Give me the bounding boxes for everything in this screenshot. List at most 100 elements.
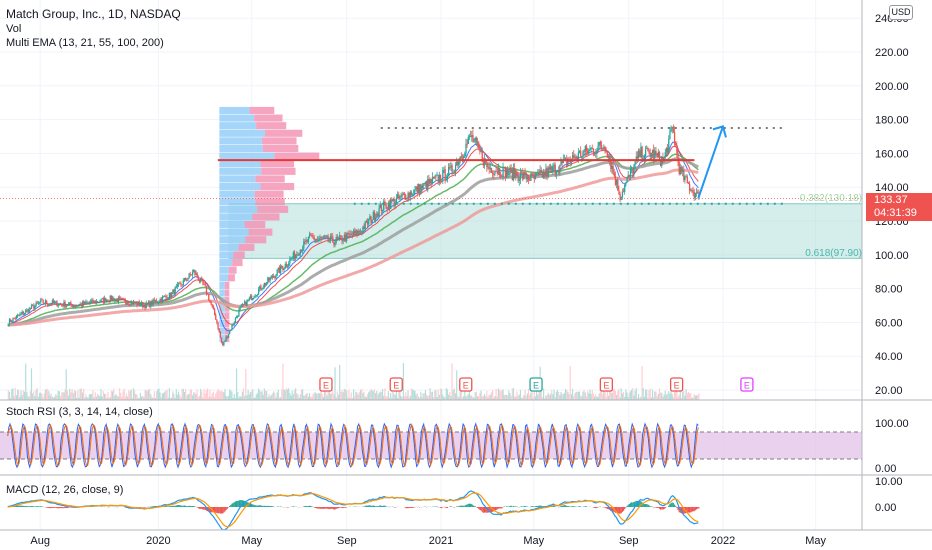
macd-histogram-bar [490,507,493,512]
volume-bar [19,396,21,400]
candle-body [446,176,449,180]
candle-body [98,302,100,304]
candle-body [137,301,139,306]
volume-bar [120,392,122,400]
candle-body [238,309,240,317]
macd-histogram-bar [693,507,695,512]
volume-bar [248,394,250,400]
candle-body [561,161,563,164]
candle-body [481,151,483,162]
candle-body [495,170,497,172]
volume-bar [96,393,99,400]
macd-histogram-bar [624,507,626,510]
macd-histogram-bar [671,502,673,507]
volume-bar [25,363,27,400]
candle-body [507,169,509,175]
candle-body [458,160,460,166]
volume-bar [553,389,555,400]
volume-bar [171,397,173,400]
candle-body [15,315,18,319]
volume-bar [653,397,655,400]
candle-body [694,193,697,198]
volume-bar [381,388,384,400]
volume-bar [401,397,403,400]
volume-profile-down [248,228,273,236]
volume-bar [193,392,195,400]
candle-body [649,152,651,157]
volume-bar [356,392,358,400]
macd-histogram-bar [688,507,691,513]
volume-bar [285,388,287,400]
volume-bar [677,396,679,400]
volume-bar [65,369,67,400]
volume-bar [394,394,396,400]
candle-body [571,155,574,159]
macd-histogram-bar [269,505,271,507]
volume-bar [566,389,568,400]
candle-body [474,137,476,141]
volume-bar [417,396,420,400]
candle-body [650,152,653,157]
macd-histogram-bar [627,504,629,507]
macd-histogram-bar [444,507,446,508]
macd-histogram-bar [305,505,307,507]
candle-body [117,297,120,303]
candle-body [295,254,297,259]
macd-histogram-bar [240,500,242,507]
macd-histogram-bar [56,507,58,509]
volume-bar [348,389,350,400]
macd-histogram-bar [18,505,20,507]
volume-bar [157,389,159,400]
earnings-marker [669,377,684,392]
candle-body [305,240,307,242]
volume-bar [531,390,533,400]
volume-bar [625,389,627,400]
volume-bar [590,393,592,400]
candle-body [153,299,156,302]
candle-body [447,166,450,177]
volume-bar [235,368,238,400]
macd-histogram-bar [668,505,670,507]
volume-bar [319,393,321,400]
candle-body [314,239,317,241]
volume-bar [595,394,597,400]
candle-body [320,237,322,239]
candle-body [121,298,123,299]
candle-body [100,298,102,302]
macd-histogram-bar [41,506,43,507]
volume-bar [502,389,504,400]
volume-bar [166,389,168,400]
volume-bar [136,394,138,400]
volume-bar [129,391,131,400]
volume-bar [110,390,113,400]
candle-body [77,305,79,307]
time-tick-label: Aug [30,535,50,547]
macd-histogram-bar [344,507,347,508]
volume-bar [614,390,617,400]
candle-body [622,191,625,193]
macd-histogram-bar [322,507,325,509]
candle-body [166,297,168,300]
volume-bar [640,396,642,400]
candle-body [111,298,114,301]
currency-badge[interactable]: USD [889,5,913,20]
volume-bar [510,395,512,400]
volume-profile-up [219,129,265,137]
stoch-k-line [7,422,699,470]
macd-histogram-bar [257,505,260,507]
volume-bar [183,391,186,400]
candle-body [21,311,23,314]
macd-histogram-bar [264,505,267,507]
candle-body [202,280,204,285]
candle-body [224,340,226,342]
macd-histogram-bar [246,502,248,507]
candle-body [81,301,84,307]
candle-body [541,172,544,178]
candle-body [437,174,439,183]
candle-body [602,147,604,149]
candle-body [106,300,108,303]
candle-body [176,284,179,287]
candle-body [26,309,28,311]
volume-bar [184,389,187,400]
